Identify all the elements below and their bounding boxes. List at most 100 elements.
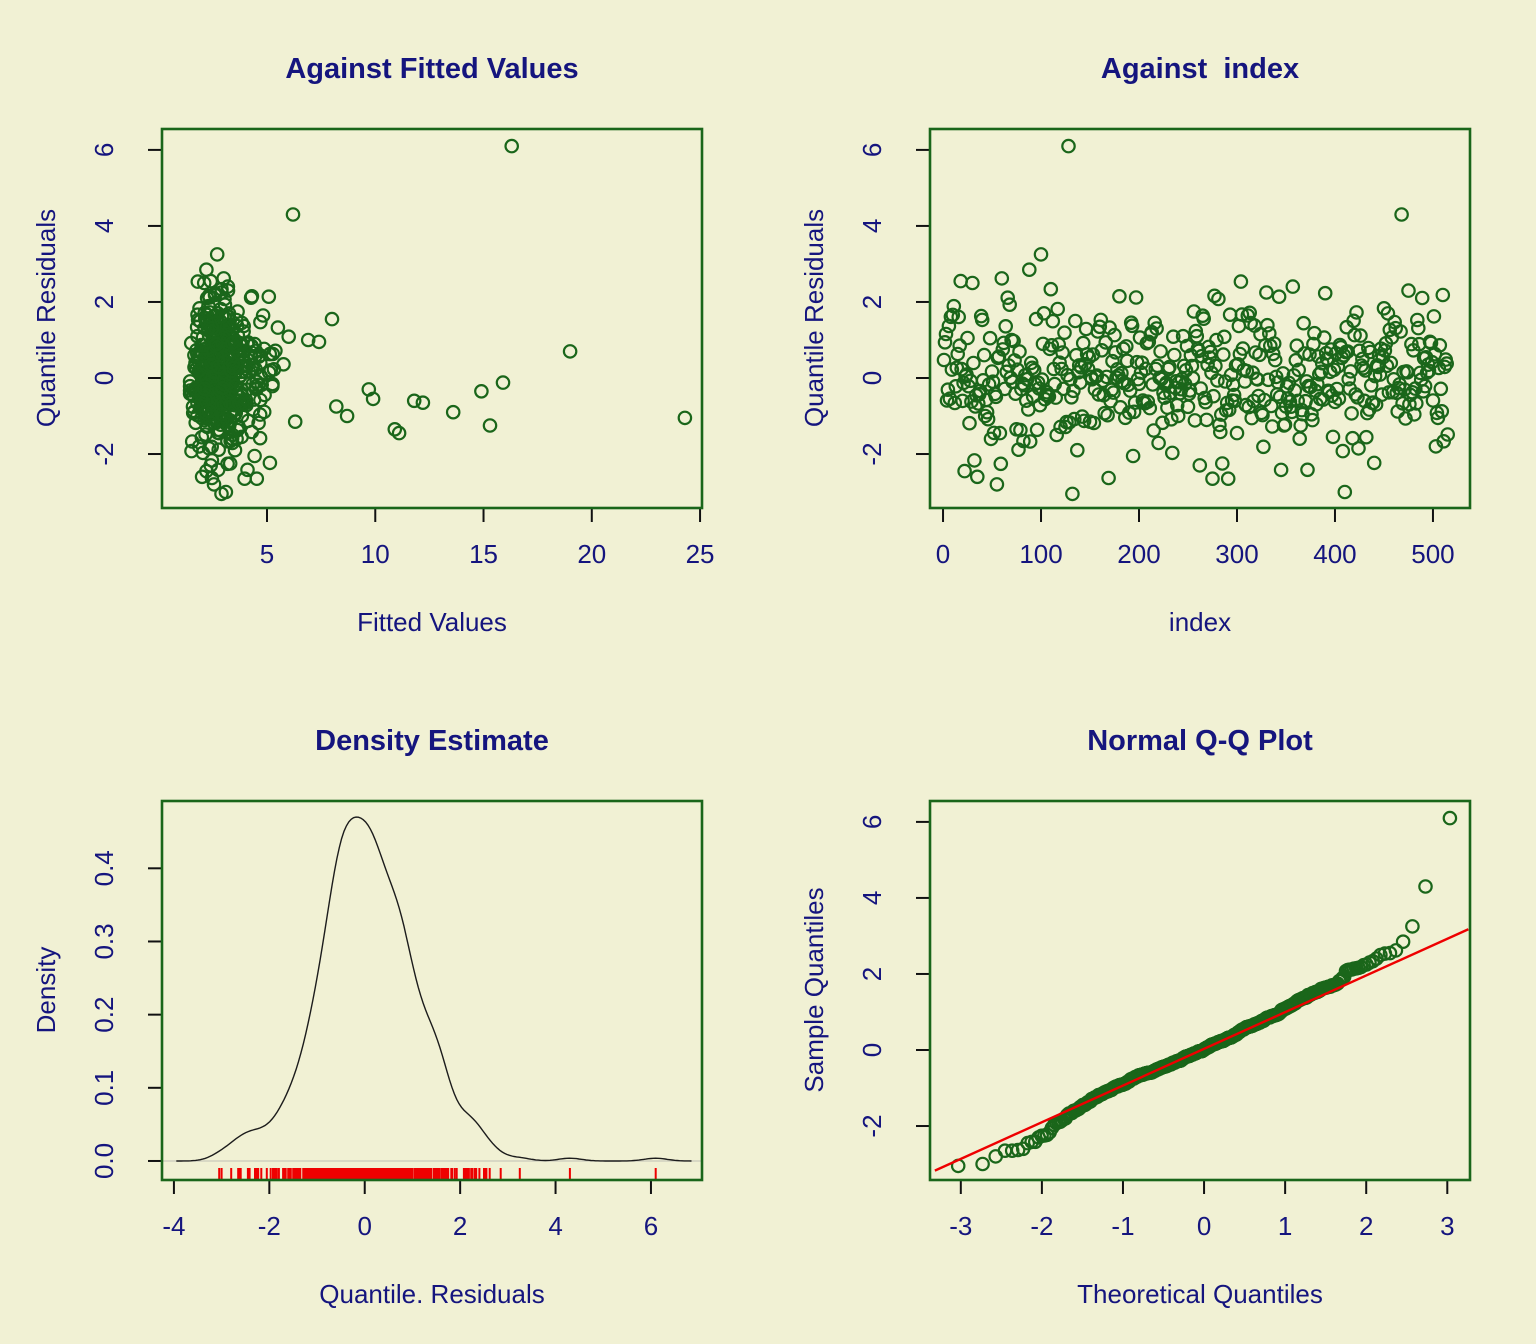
y-tick-label: 6 xyxy=(857,143,887,157)
data-point xyxy=(1346,313,1361,329)
data-point xyxy=(1164,445,1180,461)
data-point xyxy=(1398,411,1413,426)
data-point xyxy=(207,287,223,303)
data-point xyxy=(220,283,236,298)
data-point xyxy=(252,430,268,446)
data-point xyxy=(1100,407,1115,423)
chart-title: Against Fitted Values xyxy=(285,53,578,85)
data-point xyxy=(1356,360,1371,376)
data-point xyxy=(1256,439,1271,455)
data-point xyxy=(970,469,985,485)
y-tick-label: 6 xyxy=(89,143,119,157)
data-point xyxy=(206,309,222,324)
x-tick-label: 100 xyxy=(1019,539,1062,569)
data-point xyxy=(262,455,278,471)
x-axis-label: Theoretical Quantiles xyxy=(1077,1279,1323,1309)
qq-content xyxy=(934,810,1469,1174)
data-point xyxy=(1024,360,1040,376)
data-point xyxy=(1211,291,1226,307)
data-point xyxy=(1358,429,1374,445)
data-point xyxy=(1078,321,1094,337)
data-point xyxy=(1055,345,1070,360)
panel-density-estimate: -4 -2 0 2 4 6 0.0 0.1 0.2 0.3 0.4 Density Estimate… xyxy=(31,725,704,1309)
panel-against-index: 0 100 200 300 400 500 -2 0 2 4 6 Against index ind… xyxy=(799,53,1472,637)
data-point xyxy=(184,443,199,459)
data-point xyxy=(1335,443,1351,459)
x-tick-label: 0 xyxy=(1197,1211,1211,1241)
data-point xyxy=(1337,484,1353,500)
data-point xyxy=(1401,283,1416,298)
data-point xyxy=(1291,362,1306,378)
data-point xyxy=(1238,397,1254,413)
x-tick-label: 1 xyxy=(1278,1211,1292,1241)
data-point xyxy=(955,393,970,409)
data-point xyxy=(1118,339,1134,354)
data-point xyxy=(1021,262,1037,277)
data-point xyxy=(988,389,1004,405)
data-point xyxy=(1306,336,1321,352)
data-point xyxy=(228,378,243,394)
data-point xyxy=(1442,810,1458,826)
data-point xyxy=(1425,393,1441,408)
data-point xyxy=(995,342,1011,357)
data-point xyxy=(1107,327,1122,343)
data-point xyxy=(1432,337,1448,353)
data-point xyxy=(1114,365,1129,381)
y-tick-label: 0.1 xyxy=(89,1070,119,1106)
data-point xyxy=(1349,305,1364,320)
panel-against-fitted-values: 5 10 15 20 25 -2 0 2 4 6 Against Fitted Values Fi… xyxy=(31,53,715,637)
data-point xyxy=(1162,359,1177,375)
data-point xyxy=(1171,374,1187,390)
data-point xyxy=(255,308,271,323)
y-tick-label: -2 xyxy=(89,442,119,465)
data-point xyxy=(1051,337,1066,352)
x-tick-label: -2 xyxy=(258,1211,281,1241)
data-point xyxy=(1277,417,1293,432)
data-point xyxy=(225,335,240,351)
x-tick-label: 5 xyxy=(260,539,274,569)
data-point xyxy=(1049,427,1064,443)
data-point xyxy=(1016,433,1031,449)
data-point xyxy=(1409,312,1425,328)
x-tick-label: 300 xyxy=(1215,539,1258,569)
data-point xyxy=(1309,376,1325,392)
data-point xyxy=(1095,373,1110,389)
data-point xyxy=(1085,347,1101,362)
data-point xyxy=(950,346,965,362)
data-point xyxy=(966,355,981,371)
data-point xyxy=(246,392,262,407)
y-axis-label: Quantile Residuals xyxy=(31,209,61,427)
data-point xyxy=(1094,342,1110,358)
data-point xyxy=(203,458,218,473)
y-tick-label: 0.2 xyxy=(89,997,119,1033)
data-point xyxy=(998,318,1013,334)
data-point xyxy=(1064,389,1079,405)
data-point xyxy=(1041,389,1057,404)
data-point xyxy=(1205,471,1220,486)
data-point xyxy=(285,207,301,222)
data-point xyxy=(1412,365,1428,381)
chart-title: Against index xyxy=(1101,53,1299,85)
data-point xyxy=(214,396,229,412)
data-point xyxy=(1097,405,1112,421)
data-point xyxy=(230,304,245,319)
data-point xyxy=(1163,411,1179,427)
data-point xyxy=(263,362,279,378)
data-point xyxy=(1126,404,1142,420)
data-point xyxy=(993,456,1009,472)
data-point xyxy=(1108,345,1123,360)
x-tick-label: 15 xyxy=(469,539,498,569)
data-point xyxy=(1216,329,1232,345)
data-point xyxy=(1377,343,1393,358)
data-point xyxy=(1353,328,1368,343)
x-tick-label: -1 xyxy=(1111,1211,1134,1241)
data-point xyxy=(201,441,217,456)
data-point xyxy=(1207,288,1222,304)
data-point xyxy=(281,329,296,344)
data-point xyxy=(1263,398,1279,414)
data-point xyxy=(1393,324,1408,339)
data-point xyxy=(229,312,244,328)
data-point xyxy=(1366,455,1382,471)
data-point xyxy=(237,396,253,411)
data-point xyxy=(1112,288,1127,304)
